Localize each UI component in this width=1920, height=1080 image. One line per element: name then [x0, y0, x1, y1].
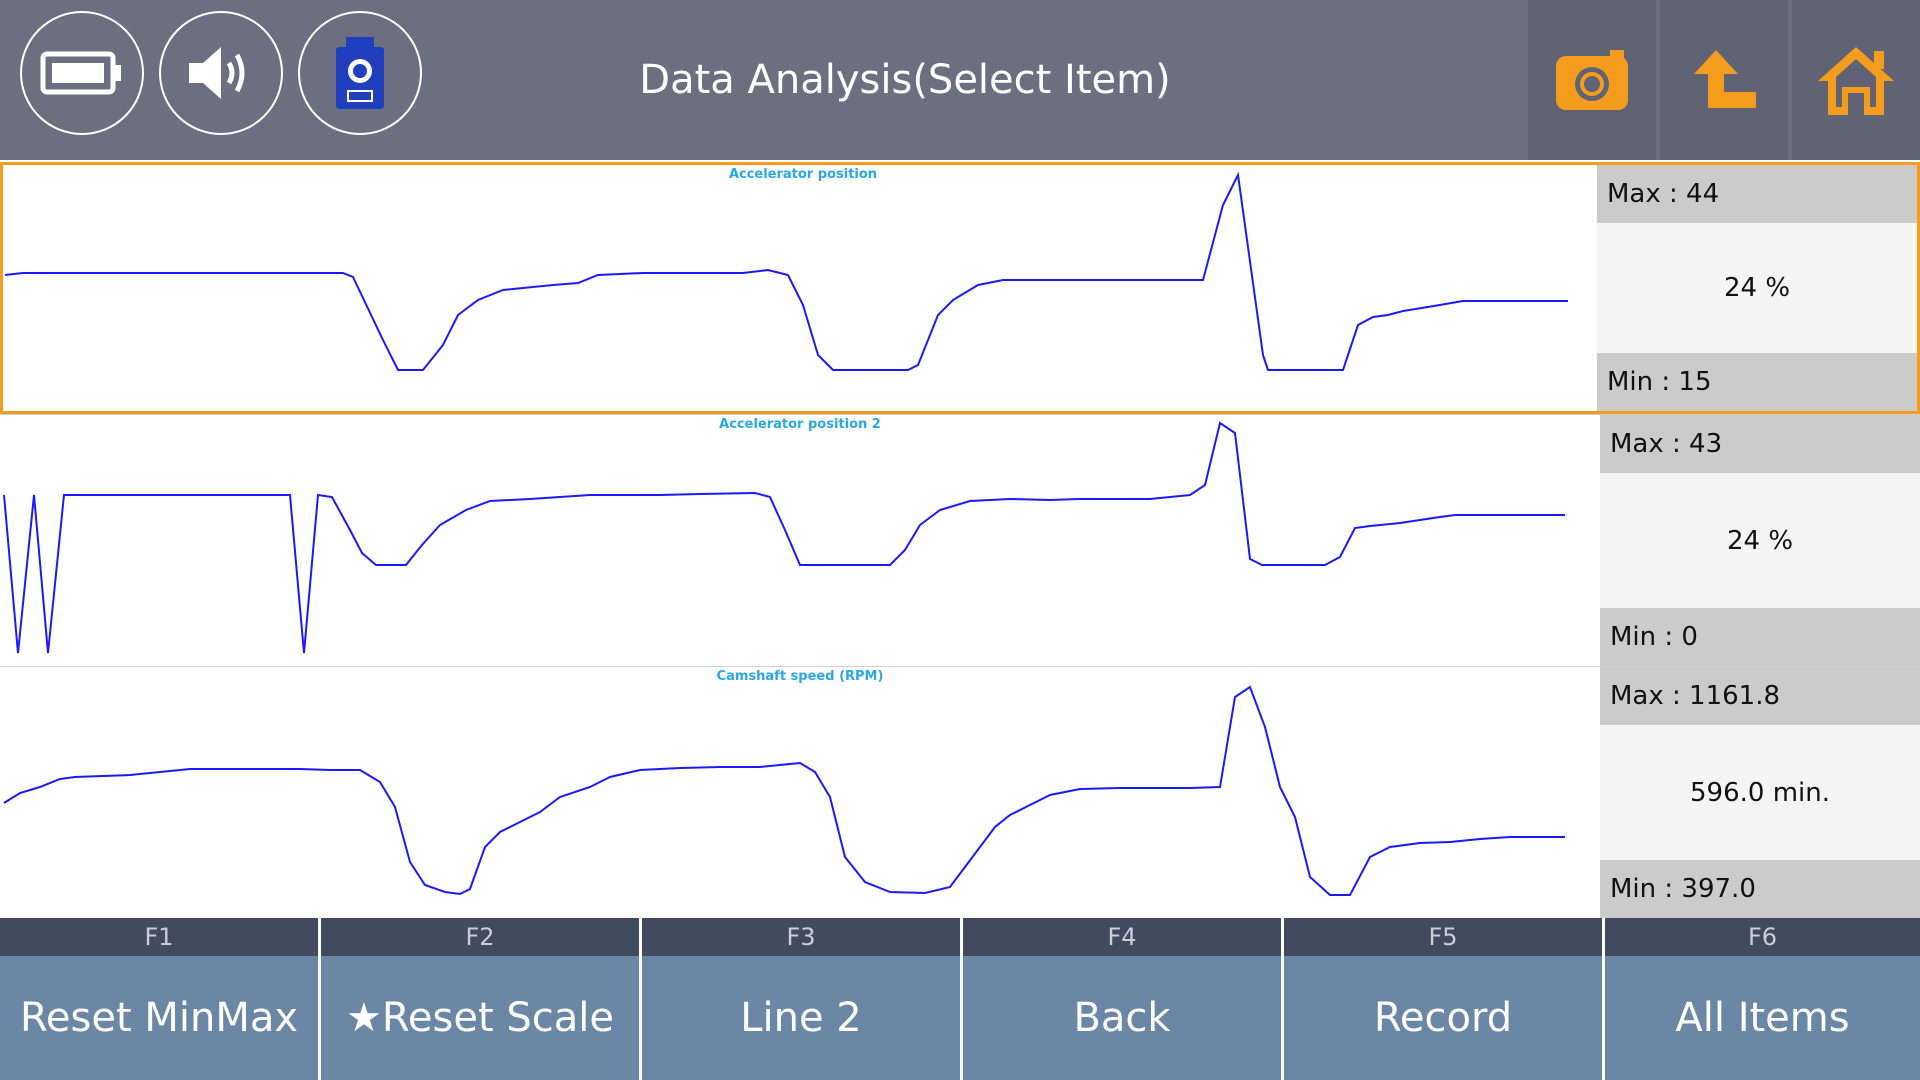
f5-record-button[interactable]: F5 Record [1284, 918, 1602, 1080]
vci-device-icon [336, 37, 384, 109]
graph-title: Camshaft speed (RPM) [716, 669, 884, 684]
graph-area: Camshaft speed (RPM) [0, 667, 1600, 918]
fkey-label: Reset MinMax [0, 956, 318, 1080]
f1-reset-minmax-button[interactable]: F1 Reset MinMax [0, 918, 318, 1080]
speaker-icon [189, 47, 245, 99]
graph-area: Accelerator position 2 [0, 415, 1600, 666]
home-button[interactable] [1792, 0, 1920, 160]
fkey-label: Line 2 [642, 956, 960, 1080]
upload-icon [1694, 50, 1756, 108]
current-value: 24 % [1600, 473, 1920, 608]
graph-title: Accelerator position 2 [719, 417, 881, 432]
graph-title: Accelerator position [728, 167, 878, 182]
fkey-label: ★Reset Scale [321, 956, 639, 1080]
function-key-bar: F1 Reset MinMax F2 ★Reset Scale F3 Line … [0, 918, 1920, 1080]
upload-button[interactable] [1660, 0, 1788, 160]
graph-area: Accelerator position [3, 165, 1603, 411]
max-value: Max : 1161.8 [1600, 667, 1920, 725]
speaker-button[interactable] [159, 11, 283, 135]
page-title: Data Analysis(Select Item) [639, 57, 1171, 103]
fkey-number: F6 [1605, 918, 1920, 956]
screenshot-button[interactable] [1528, 0, 1656, 160]
graph-panel-accelerator-position-2[interactable]: Accelerator position 2 Max : 43 24 % Min… [0, 414, 1920, 666]
graph-panel-camshaft-speed[interactable]: Camshaft speed (RPM) Max : 1161.8 596.0 … [0, 666, 1920, 918]
fkey-number: F1 [0, 918, 318, 956]
min-value: Min : 15 [1597, 353, 1917, 411]
battery-button[interactable] [20, 11, 144, 135]
home-icon [1818, 47, 1894, 115]
current-value: 596.0 min. [1600, 725, 1920, 860]
f3-line-2-button[interactable]: F3 Line 2 [642, 918, 960, 1080]
accelerator-position-trace [4, 171, 1568, 371]
fkey-number: F4 [963, 918, 1281, 956]
camshaft-speed-trace [3, 685, 1565, 896]
accelerator-position-2-trace [3, 421, 1565, 654]
f2-reset-scale-button[interactable]: F2 ★Reset Scale [321, 918, 639, 1080]
fkey-label: Record [1284, 956, 1602, 1080]
fkey-number: F3 [642, 918, 960, 956]
max-value: Max : 44 [1597, 165, 1917, 223]
vci-device-button[interactable] [298, 11, 422, 135]
fkey-label: All Items [1605, 956, 1920, 1080]
max-value: Max : 43 [1600, 415, 1920, 473]
camera-icon [1556, 50, 1628, 110]
f6-all-items-button[interactable]: F6 All Items [1605, 918, 1920, 1080]
stats-panel: Max : 1161.8 596.0 min. Min : 397.0 [1600, 667, 1920, 918]
battery-icon [40, 51, 121, 95]
current-value: 24 % [1597, 223, 1917, 353]
header-bar: Data Analysis(Select Item) [0, 0, 1920, 160]
min-value: Min : 397.0 [1600, 860, 1920, 918]
fkey-number: F5 [1284, 918, 1602, 956]
graph-panel-accelerator-position[interactable]: Accelerator position Max : 44 24 % Min :… [0, 162, 1920, 414]
fkey-label: Back [963, 956, 1281, 1080]
f4-back-button[interactable]: F4 Back [963, 918, 1281, 1080]
fkey-number: F2 [321, 918, 639, 956]
min-value: Min : 0 [1600, 608, 1920, 666]
stats-panel: Max : 43 24 % Min : 0 [1600, 415, 1920, 666]
stats-panel: Max : 44 24 % Min : 15 [1597, 165, 1917, 411]
